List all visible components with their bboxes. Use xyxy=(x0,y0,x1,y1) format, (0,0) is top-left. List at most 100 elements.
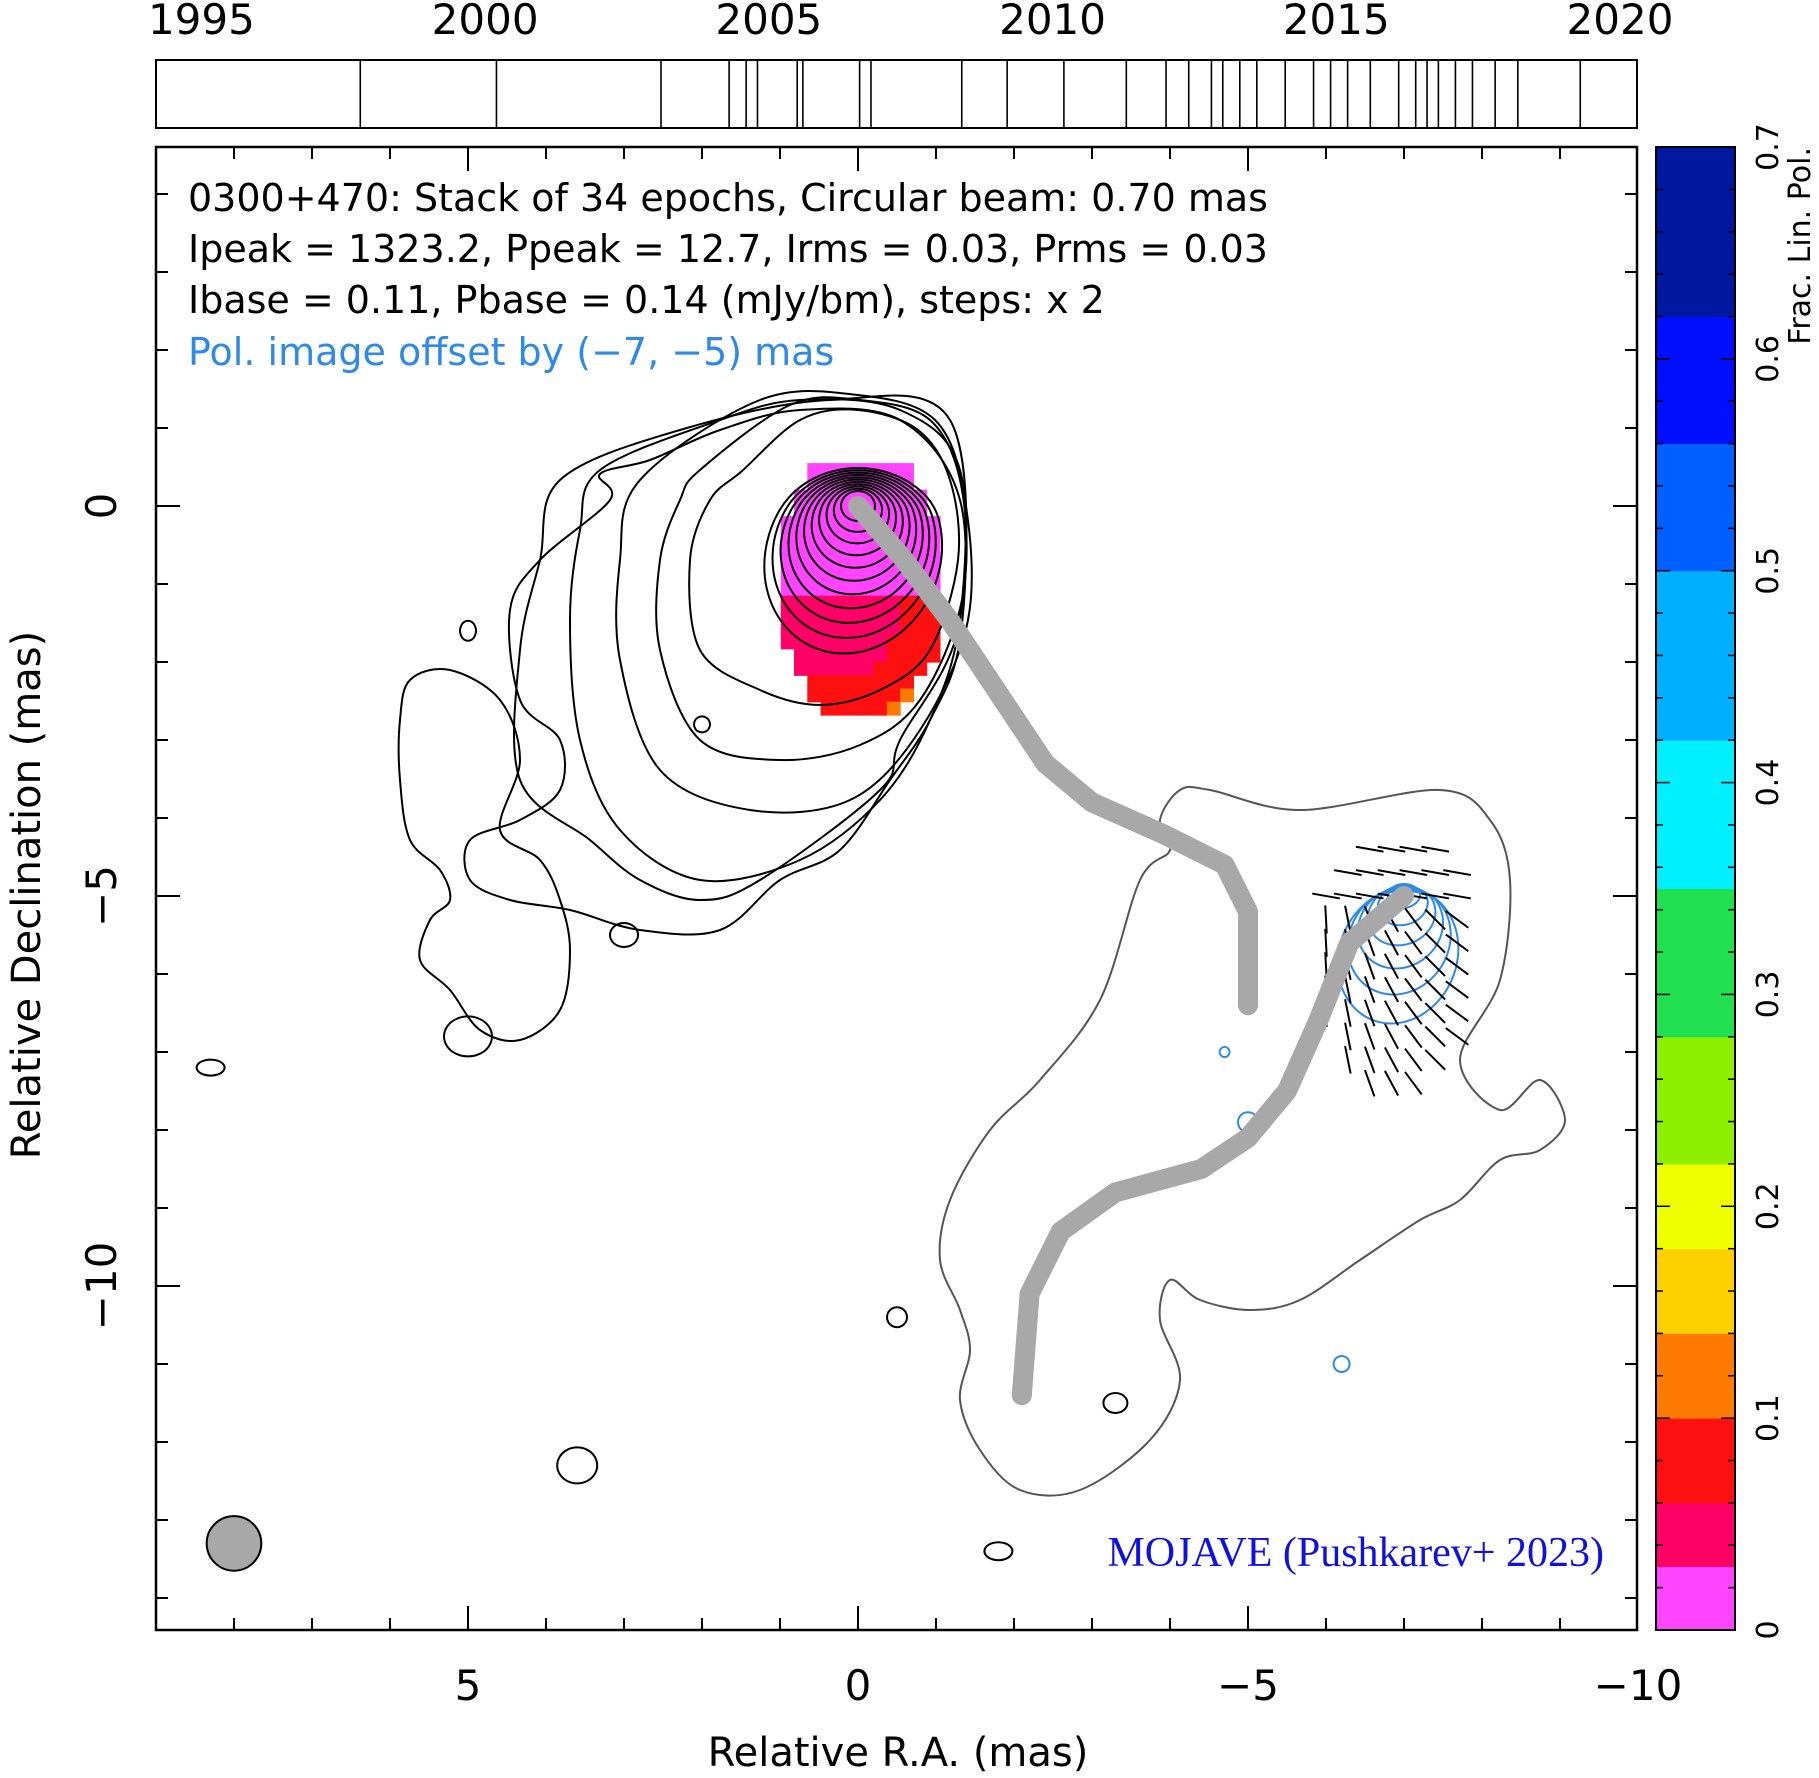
frac-pol-pixel xyxy=(807,648,822,663)
frac-pol-pixel xyxy=(886,516,901,530)
frac-pol-pixel xyxy=(886,582,901,597)
evpa-tick-22 xyxy=(1363,999,1376,1027)
colorbar-step xyxy=(1656,1566,1735,1589)
colorbar-tick-label-4: 0.4 xyxy=(1751,759,1786,807)
core-contour-3 xyxy=(818,483,898,557)
colorbar-step xyxy=(1656,1460,1735,1483)
evpa-tick-27 xyxy=(1377,869,1406,877)
evpa-tick-21 xyxy=(1363,976,1376,1004)
colorbar-step xyxy=(1656,401,1735,423)
frac-pol-pixel xyxy=(833,648,848,663)
plot-annotations: 0300+470: Stack of 34 epochs, Circular b… xyxy=(188,176,1604,1576)
y-tick-label-2: −10 xyxy=(77,1242,126,1331)
frac-pol-pixel xyxy=(926,542,941,557)
island-contour-0 xyxy=(983,1541,1014,1562)
evpa-tick-36 xyxy=(1384,1070,1400,1097)
extended-contour-5 xyxy=(463,407,967,936)
frac-pol-pixel xyxy=(847,662,861,676)
year-tick-label-5: 2020 xyxy=(1567,0,1674,44)
evpa-tick-58 xyxy=(1443,869,1472,877)
colorbar-step xyxy=(1656,1587,1735,1610)
frac-pol-pixel xyxy=(900,529,914,544)
timeline-frame xyxy=(155,59,1638,129)
evpa-tick-12 xyxy=(1344,999,1352,1027)
core-contour-2 xyxy=(825,485,891,545)
frac-pol-pixel xyxy=(820,608,835,623)
colorbar-step xyxy=(1656,1227,1735,1250)
colorbar-step xyxy=(1656,1121,1735,1144)
frac-pol-pixel xyxy=(847,569,861,584)
colorbar-step xyxy=(1656,443,1735,466)
evpa-tick-37 xyxy=(1399,845,1428,853)
frac-pol-pixel xyxy=(860,648,875,663)
frac-pol-pixel xyxy=(794,582,808,597)
colorbar-step xyxy=(1656,634,1735,656)
frac-pol-pixel xyxy=(847,582,861,597)
frac-pol-pixel xyxy=(886,688,901,703)
colorbar-step xyxy=(1656,1418,1735,1440)
axis-labels: Relative R.A. (mas) Relative Declination… xyxy=(4,631,1088,1776)
colorbar-step xyxy=(1656,1375,1735,1398)
frac-pol-pixel xyxy=(926,622,941,637)
colorbar-step xyxy=(1656,973,1735,995)
evpa-tick-38 xyxy=(1399,869,1428,877)
evpa-tick-7 xyxy=(1333,892,1362,900)
colorbar-step xyxy=(1656,740,1735,762)
frac-pol-pixel xyxy=(807,529,822,544)
evpa-tick-0 xyxy=(1312,892,1340,900)
frac-pol-pixel xyxy=(900,635,914,650)
info-line-3: Ibase = 0.11, Pbase = 0.14 (mJy/bm), ste… xyxy=(188,278,1105,322)
colorbar-step xyxy=(1656,591,1735,614)
colorbar-step xyxy=(1656,1036,1735,1059)
colorbar-step xyxy=(1656,1608,1735,1631)
evpa-tick-65 xyxy=(1445,1027,1469,1046)
core-contour-5 xyxy=(803,478,911,582)
frac-pol-pixel xyxy=(820,529,835,544)
year-tick-label-3: 2010 xyxy=(999,0,1106,44)
colorbar-tick-label-5: 0.5 xyxy=(1751,547,1786,595)
core-contour-8 xyxy=(779,471,931,624)
colorbar-step xyxy=(1656,888,1735,911)
frac-pol-pixel xyxy=(886,662,901,676)
colorbar-tick-label-7: 0.7 xyxy=(1751,123,1786,171)
frac-pol-pixel xyxy=(820,635,835,650)
colorbar-tick-label-2: 0.2 xyxy=(1751,1182,1786,1230)
evpa-tick-55 xyxy=(1424,1002,1446,1024)
colorbar-step xyxy=(1656,507,1735,529)
evpa-tick-16 xyxy=(1355,869,1384,877)
year-tick-label-2: 2005 xyxy=(715,0,822,44)
frac-pol-pixel xyxy=(913,608,928,623)
evpa-tick-33 xyxy=(1384,1000,1400,1026)
frac-pol-pixel xyxy=(833,688,848,703)
colorbar-step xyxy=(1656,252,1735,275)
evpa-tick-42 xyxy=(1404,954,1423,979)
evpa-tick-44 xyxy=(1404,1001,1423,1025)
plot-border xyxy=(154,145,1639,1632)
x-tick-label-3: −10 xyxy=(1594,1661,1683,1710)
frac-pol-pixel xyxy=(900,648,914,663)
frac-pol-pixel xyxy=(820,688,835,703)
evpa-tick-50 xyxy=(1421,892,1450,900)
evpa-tick-31 xyxy=(1384,953,1400,980)
frac-pol-pixel xyxy=(794,662,808,676)
ridgeline-total xyxy=(848,496,1258,1016)
evpa-tick-24 xyxy=(1363,1046,1376,1074)
frac-pol-pixel xyxy=(860,675,875,690)
colorbar-step xyxy=(1656,528,1735,551)
colorbar-step xyxy=(1656,1142,1735,1165)
core-contour-9 xyxy=(771,469,937,639)
evpa-tick-41 xyxy=(1404,930,1423,955)
evpa-tick-20 xyxy=(1363,952,1376,980)
frac-pol-pixel xyxy=(847,635,861,650)
frac-pol-pixel xyxy=(833,662,848,676)
frac-pol-pixel xyxy=(886,502,901,517)
island-contour-3 xyxy=(195,1058,226,1077)
frac-pol-pixel xyxy=(900,608,914,623)
frac-pol-pixel xyxy=(780,635,795,650)
evpa-ticks xyxy=(1312,845,1472,1097)
colorbar-step xyxy=(1656,803,1735,826)
extended-contour-2 xyxy=(615,389,973,814)
frac-pol-pixel xyxy=(913,635,928,650)
colorbar-step xyxy=(1656,867,1735,889)
evpa-tick-6 xyxy=(1333,869,1362,877)
